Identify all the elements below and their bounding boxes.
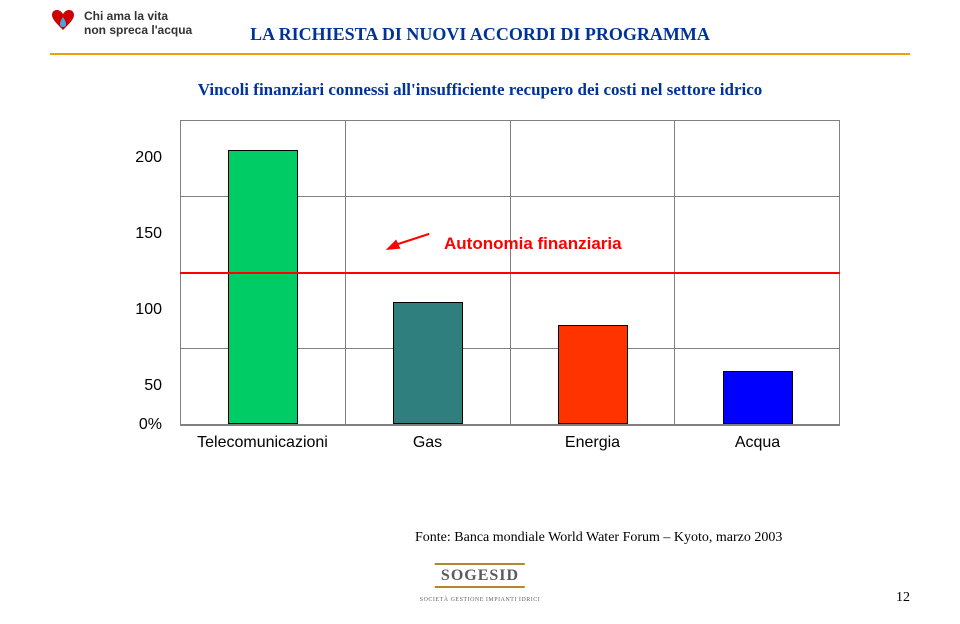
bar-energia [558, 325, 628, 424]
page-title: LA RICHIESTA DI NUOVI ACCORDI DI PROGRAM… [0, 24, 960, 45]
x-tick-label: Gas [345, 434, 510, 452]
annotation-line [180, 272, 840, 274]
x-tick-label: Telecomunicazioni [180, 434, 345, 452]
source-citation: Fonte: Banca mondiale World Water Forum … [415, 530, 782, 546]
footer-brand: SOGESID SOCIETÀ GESTIONE IMPIANTI IDRICI [420, 563, 541, 606]
y-tick-label: 100 [120, 301, 180, 319]
bar-acqua [723, 371, 793, 424]
bar-telecomunicazioni [228, 150, 298, 424]
footer-brand-sub: SOCIETÀ GESTIONE IMPIANTI IDRICI [420, 597, 541, 603]
header-divider [50, 53, 910, 55]
chart-title: Vincoli finanziari connessi all'insuffic… [0, 80, 960, 100]
page-number: 12 [896, 590, 910, 606]
bar-chart: 200 150 100 50 0% Autonomia finanziaria Teleco… [120, 120, 840, 510]
annotation-label: Autonomia finanziaria [444, 234, 622, 254]
y-tick-label: 0% [120, 416, 180, 434]
brand-text-line1: Chi ama la vita [84, 9, 168, 23]
y-tick-label: 50 [120, 377, 180, 395]
y-tick-label: 150 [120, 225, 180, 243]
x-tick-label: Energia [510, 434, 675, 452]
y-tick-label: 200 [120, 149, 180, 167]
bar-gas [393, 302, 463, 424]
x-tick-label: Acqua [675, 434, 840, 452]
footer-brand-name: SOGESID [435, 563, 525, 588]
